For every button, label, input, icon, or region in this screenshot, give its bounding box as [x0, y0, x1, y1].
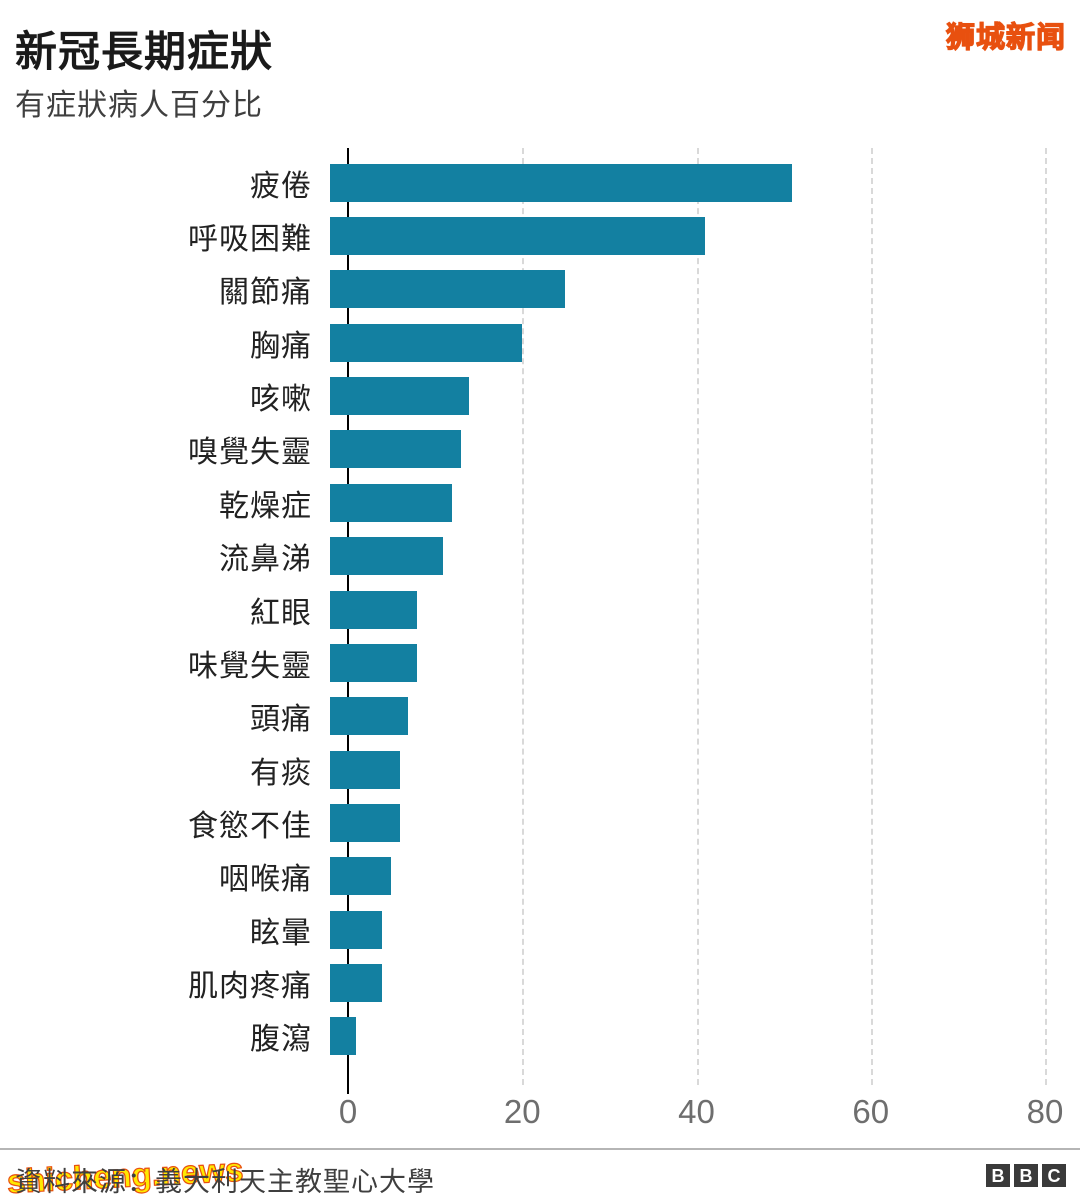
category-label: 眩暈 [250, 916, 312, 950]
bar-row: 頭痛 [0, 690, 1045, 743]
bar-row: 眩暈 [0, 903, 1045, 956]
bar-row: 胸痛 [0, 316, 1045, 369]
page-subtitle: 有症狀病人百分比 [15, 89, 263, 122]
bar-chart: 疲倦呼吸困難關節痛胸痛咳嗽嗅覺失靈乾燥症流鼻涕紅眼味覺失靈頭痛有痰食慾不佳咽喉痛… [0, 148, 1047, 1094]
bar [330, 430, 461, 469]
bar-track [330, 583, 1027, 636]
gridline [870, 148, 873, 1085]
bar [330, 270, 566, 309]
category-label: 腹瀉 [250, 1023, 312, 1057]
category-label: 頭痛 [250, 703, 312, 737]
bar-track [330, 530, 1027, 583]
bar-row: 關節痛 [0, 263, 1045, 316]
bar-row: 有痰 [0, 743, 1045, 796]
bar-track [330, 903, 1027, 956]
bar [330, 590, 418, 629]
bbc-logo-block: C [1042, 1164, 1066, 1187]
category-label: 咽喉痛 [219, 863, 312, 897]
bar [330, 750, 400, 789]
category-label: 肌肉疼痛 [188, 970, 312, 1004]
category-label: 有痰 [250, 756, 312, 790]
gridline [696, 148, 699, 1085]
bar [330, 697, 409, 736]
x-tick-label: 20 [503, 1093, 541, 1130]
footer-divider [0, 1148, 1080, 1150]
category-label: 疲倦 [250, 169, 312, 203]
bar [330, 643, 418, 682]
gridline [1045, 148, 1047, 1085]
bar-track [330, 369, 1027, 422]
x-tick-label: 40 [678, 1093, 715, 1130]
category-label: 流鼻涕 [219, 543, 312, 577]
category-label: 乾燥症 [219, 489, 312, 523]
bar [330, 323, 522, 362]
bar-row: 腹瀉 [0, 1010, 1045, 1063]
bar [330, 857, 391, 896]
x-tick-label: 80 [1026, 1093, 1064, 1130]
page-title: 新冠長期症狀 [15, 28, 274, 75]
category-label: 咳嗽 [250, 383, 312, 417]
bar-row: 咳嗽 [0, 369, 1045, 422]
bar-row: 咽喉痛 [0, 850, 1045, 903]
bar [330, 803, 400, 842]
bar-track [330, 156, 1027, 209]
bar [330, 163, 792, 202]
bar-track [330, 263, 1027, 316]
bar-row: 流鼻涕 [0, 530, 1045, 583]
bar-rows: 疲倦呼吸困難關節痛胸痛咳嗽嗅覺失靈乾燥症流鼻涕紅眼味覺失靈頭痛有痰食慾不佳咽喉痛… [0, 148, 1045, 1085]
bbc-logo-block: B [1014, 1164, 1038, 1187]
source-text: 資料來源：義大利天主教聖心大學 [15, 1167, 435, 1197]
x-axis-ticks: 0 20 40 60 80 [339, 1093, 1064, 1133]
bar-row: 嗅覺失靈 [0, 423, 1045, 476]
watermark-top-right: 狮城新闻 [945, 21, 1066, 54]
gridline [522, 148, 525, 1085]
category-label: 食慾不佳 [188, 809, 312, 843]
bar [330, 483, 452, 522]
bar-track [330, 956, 1027, 1009]
bar [330, 377, 470, 416]
bar-row: 紅眼 [0, 583, 1045, 636]
bar-track [330, 209, 1027, 262]
bar-track [330, 636, 1027, 689]
bar-row: 乾燥症 [0, 476, 1045, 529]
category-label: 紅眼 [250, 596, 312, 630]
category-label: 關節痛 [219, 276, 312, 310]
bar-row: 食慾不佳 [0, 796, 1045, 849]
gridlines [348, 148, 1047, 1085]
bar [330, 1017, 357, 1056]
bar-track [330, 423, 1027, 476]
x-tick-label: 60 [852, 1093, 890, 1130]
bar-track [330, 796, 1027, 849]
bar-track [330, 850, 1027, 903]
category-label: 呼吸困難 [188, 223, 312, 257]
category-label: 嗅覺失靈 [188, 436, 312, 470]
bar-track [330, 743, 1027, 796]
bar-row: 疲倦 [0, 156, 1045, 209]
bar-track [330, 690, 1027, 743]
bar-track [330, 1010, 1027, 1063]
category-label: 胸痛 [250, 329, 312, 363]
bar [330, 217, 705, 256]
bar-row: 肌肉疼痛 [0, 956, 1045, 1009]
bar [330, 537, 444, 576]
bar-track [330, 476, 1027, 529]
bar-row: 味覺失靈 [0, 636, 1045, 689]
x-tick-label: 0 [338, 1093, 358, 1130]
category-label: 味覺失靈 [188, 649, 312, 683]
bar-row: 呼吸困難 [0, 209, 1045, 262]
bar [330, 964, 383, 1003]
bar [330, 910, 383, 949]
bbc-logo-block: B [986, 1164, 1010, 1187]
bar-track [330, 316, 1027, 369]
